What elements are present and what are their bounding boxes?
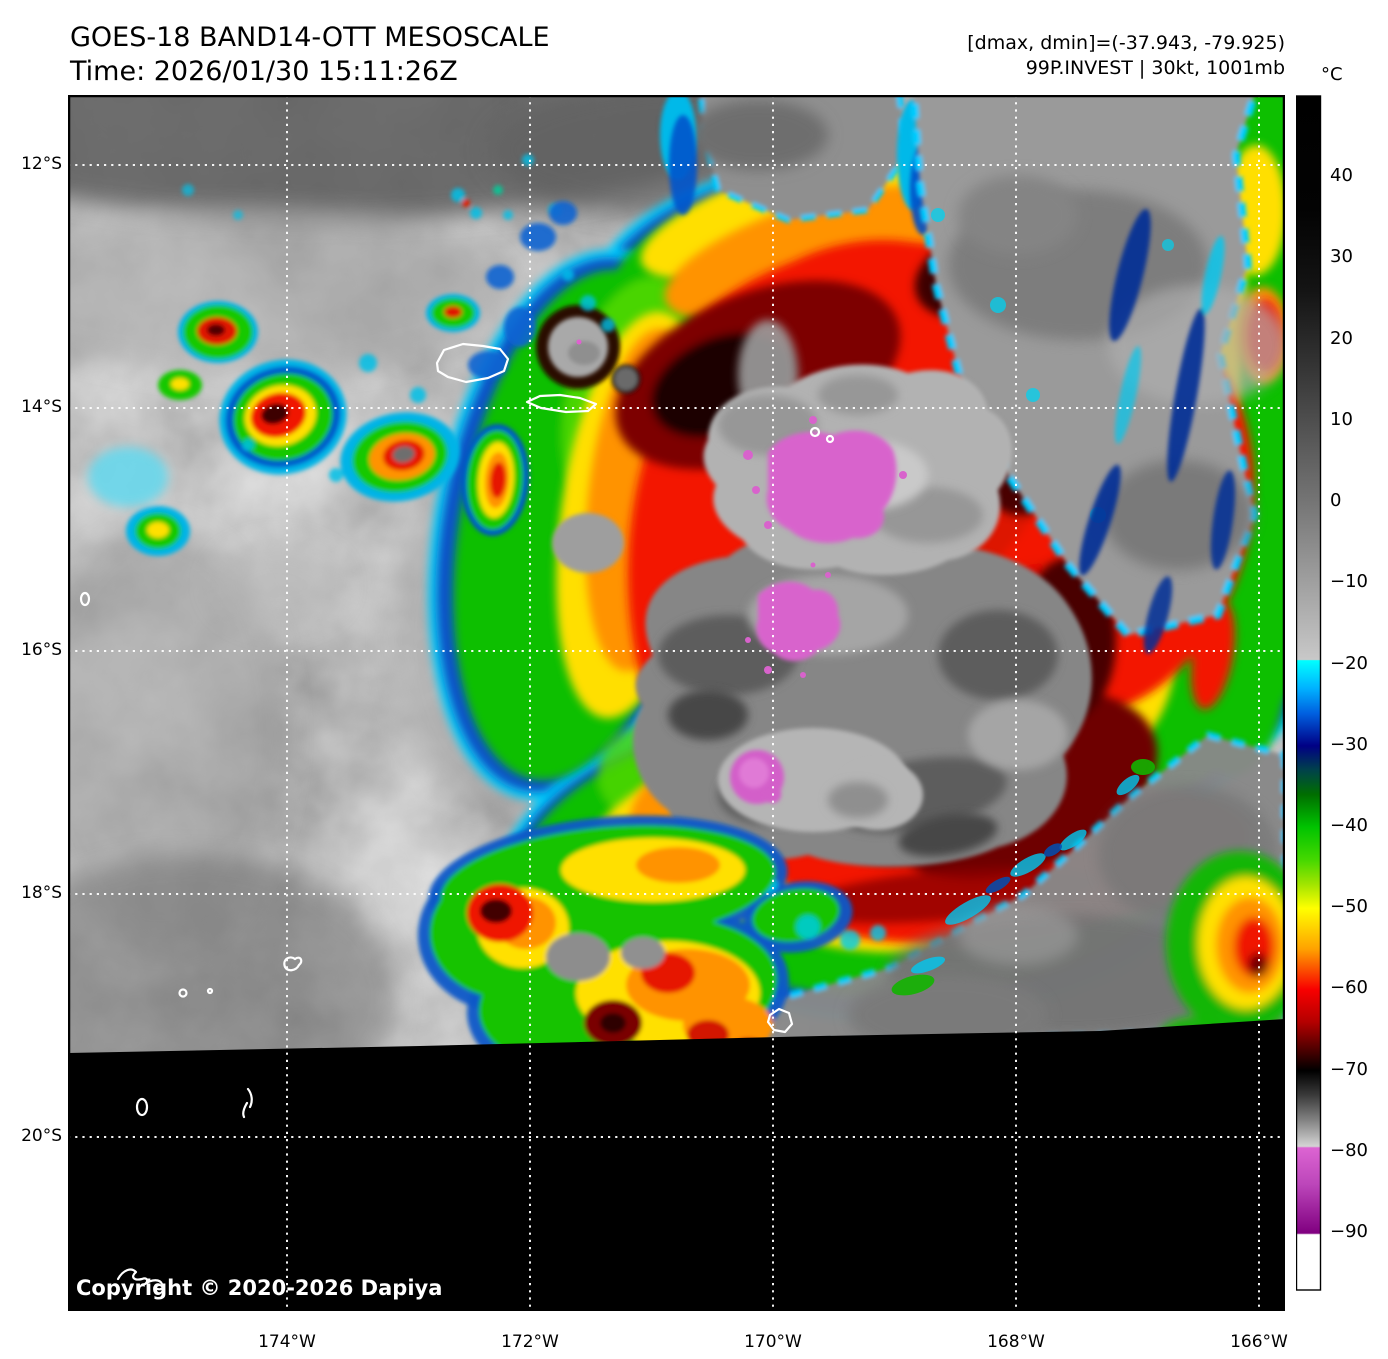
- storm-annotation: 99P.INVEST | 30kt, 1001mb: [1025, 57, 1285, 79]
- gray-quadrant-northeast: [909, 95, 1285, 640]
- lon-tick-label: 168°W: [987, 1332, 1045, 1352]
- lat-tick-label: 16°S: [21, 640, 62, 660]
- colorbar-tick-label: −30: [1330, 733, 1368, 755]
- lon-tick-label: 174°W: [258, 1332, 316, 1352]
- no-data-region: [68, 1019, 1285, 1311]
- colorbar-tick-label: −90: [1330, 1221, 1368, 1243]
- page-title: GOES-18 BAND14-OTT MESOSCALE: [70, 22, 550, 53]
- colorbar-tick-label: −60: [1330, 977, 1368, 999]
- colorbar-tick-label: 10: [1330, 408, 1353, 430]
- gray-wedge-top: [660, 95, 936, 235]
- ringed-cell: [536, 305, 641, 394]
- colorbar: [1296, 95, 1322, 1291]
- annotation-block: [dmax, dmin]=(-37.943, -79.925) 99P.INVE…: [967, 31, 1285, 81]
- colorbar-tick-label: −80: [1330, 1139, 1368, 1161]
- lat-tick-label: 20°S: [21, 1126, 62, 1146]
- colorbar-unit-label: °C: [1321, 64, 1343, 85]
- colorbar-tick-label: 30: [1330, 246, 1353, 268]
- lon-tick-label: 170°W: [744, 1332, 802, 1352]
- lat-tick-label: 12°S: [21, 154, 62, 174]
- graticule: [68, 95, 1285, 1311]
- fiji-squiggle: [116, 1268, 165, 1291]
- lat-tick-label: 14°S: [21, 397, 62, 417]
- colorbar-tick-label: −40: [1330, 815, 1368, 837]
- timestamp: Time: 2026/01/30 15:11:26Z: [70, 56, 458, 87]
- niuafoou-outline: [766, 1007, 794, 1034]
- dmax-dmin-annotation: [dmax, dmin]=(-37.943, -79.925): [967, 32, 1285, 54]
- lon-tick-label: 172°W: [501, 1332, 559, 1352]
- map-border: [68, 95, 1285, 1311]
- west-convective-cells: [88, 154, 615, 556]
- east-band-navy-streaks: [1079, 208, 1236, 654]
- lon-tick-label: 166°W: [1230, 1332, 1288, 1352]
- colorbar-tick-label: 20: [1330, 327, 1353, 349]
- colorbar-tick-label: 0: [1330, 490, 1342, 512]
- colorbar-tick-label: 40: [1330, 165, 1353, 187]
- island-outlines: [79, 342, 835, 1291]
- southeast-edge-cell: [1158, 851, 1285, 1054]
- satellite-ir-image: [68, 95, 1285, 1311]
- lat-tick-label: 18°S: [21, 883, 62, 903]
- colorbar-tick-label: −20: [1330, 652, 1368, 674]
- storm-magenta-tops: [730, 416, 907, 804]
- savaii-outline: [435, 342, 510, 384]
- colorbar-tick-label: −50: [1330, 896, 1368, 918]
- colorbar-tick-label: −70: [1330, 1058, 1368, 1080]
- colorbar-tick-label: −10: [1330, 571, 1368, 593]
- upolu-outline: [525, 393, 598, 414]
- colorbar-bar: [1296, 95, 1322, 1291]
- map-area: [68, 95, 1285, 1311]
- copyright-watermark: Copyright © 2020-2026 Dapiya: [76, 1276, 443, 1300]
